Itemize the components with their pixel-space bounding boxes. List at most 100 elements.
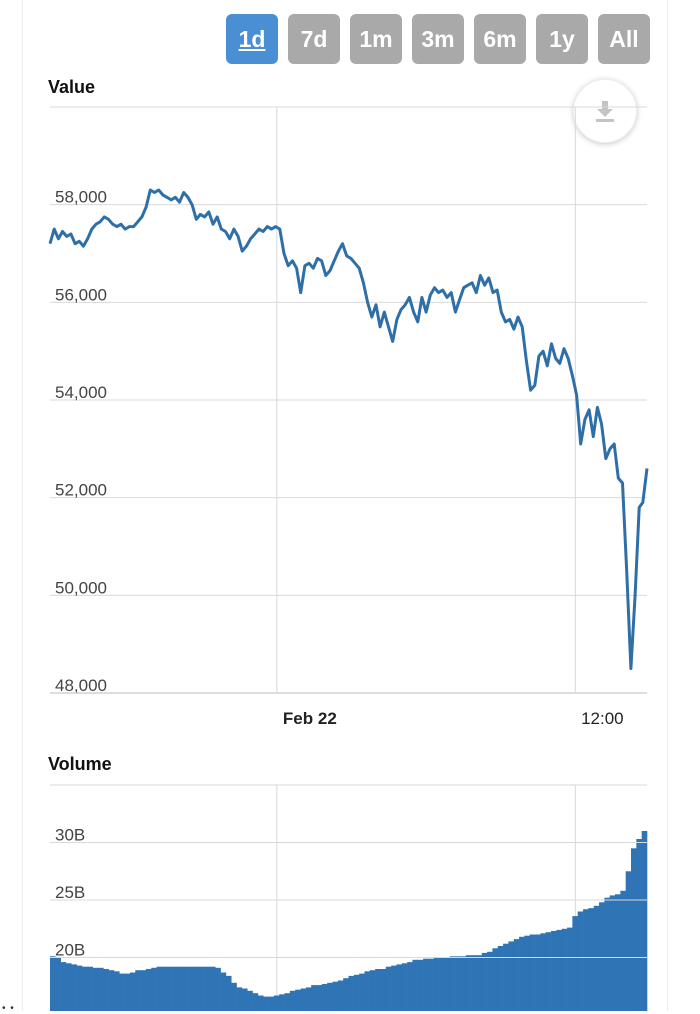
volume-chart: 20B 25B 30B	[50, 784, 648, 1011]
volume-bar	[204, 966, 211, 1011]
volume-bar	[156, 966, 163, 1011]
volume-bar	[401, 963, 408, 1011]
volume-bar	[476, 955, 483, 1011]
volume-bar	[135, 970, 141, 1011]
volume-bar	[423, 958, 429, 1011]
volume-bar	[460, 956, 467, 1011]
volume-bar	[604, 897, 610, 1011]
volume-bar	[193, 966, 200, 1011]
range-button-7d[interactable]: 7d	[288, 14, 340, 64]
volume-bar	[529, 934, 536, 1011]
volume-bar	[641, 831, 648, 1011]
volume-bar	[273, 995, 280, 1011]
volume-bar	[316, 985, 323, 1011]
volume-bar	[97, 967, 104, 1011]
volume-bar	[87, 966, 93, 1011]
volume-bar	[577, 911, 584, 1011]
volume-bar	[391, 965, 397, 1011]
volume-bar	[268, 996, 275, 1011]
corner-mark: • •	[2, 1003, 15, 1014]
range-button-1y[interactable]: 1y	[536, 14, 588, 64]
volume-y-tick-label: 20B	[55, 941, 85, 960]
volume-bar	[407, 962, 413, 1011]
volume-bar	[620, 890, 626, 1011]
volume-bar	[220, 972, 227, 1011]
volume-y-tick-label: 30B	[55, 826, 85, 845]
volume-bar	[167, 966, 173, 1011]
volume-bar	[151, 967, 157, 1011]
value-x-tick-label: 12:00	[581, 709, 624, 728]
volume-bar	[183, 966, 189, 1011]
volume-bar	[556, 929, 563, 1011]
volume-bar	[428, 958, 435, 1011]
volume-bar	[108, 970, 115, 1011]
volume-bar	[263, 996, 269, 1011]
value-y-tick-label: 56,000	[55, 285, 107, 304]
volume-bar	[236, 987, 243, 1011]
value-y-tick-label: 50,000	[55, 578, 107, 597]
volume-bar	[65, 963, 72, 1011]
volume-bar	[583, 909, 589, 1011]
value-x-tick-label: Feb 22	[283, 709, 337, 728]
value-chart: 48,000 50,000 52,000 54,000 56,000 58,000 Feb …	[48, 106, 649, 728]
volume-bar	[188, 966, 195, 1011]
download-button[interactable]	[573, 79, 637, 143]
volume-bar	[129, 972, 136, 1011]
volume-bar	[252, 993, 259, 1011]
volume-bar	[471, 955, 477, 1011]
volume-bar	[343, 978, 349, 1011]
range-button-6m[interactable]: 6m	[474, 14, 526, 64]
volume-bar	[497, 946, 504, 1011]
volume-bar	[119, 973, 125, 1011]
volume-bar	[172, 966, 179, 1011]
volume-bar	[60, 962, 67, 1011]
volume-bar	[50, 956, 56, 1011]
volume-bar	[257, 995, 264, 1011]
volume-bar	[433, 957, 440, 1011]
volume-bar	[353, 974, 360, 1011]
range-button-1d[interactable]: 1d	[226, 14, 278, 64]
volume-bar	[359, 973, 365, 1011]
volume-bar	[209, 966, 216, 1011]
volume-bar	[177, 966, 184, 1011]
volume-bar	[81, 966, 88, 1011]
volume-bar	[348, 975, 355, 1011]
volume-bar	[455, 956, 461, 1011]
volume-bar	[465, 955, 472, 1011]
volume-bar	[524, 935, 531, 1011]
volume-bar	[92, 967, 99, 1011]
volume-bar	[593, 905, 600, 1011]
volume-bar	[103, 969, 109, 1011]
volume-y-tick-label: 25B	[55, 883, 85, 902]
volume-chart-title: Volume	[48, 754, 112, 774]
volume-bar	[199, 966, 205, 1011]
volume-bar	[225, 975, 232, 1011]
volume-bar	[305, 987, 312, 1011]
volume-bar	[113, 971, 120, 1011]
range-button-1m[interactable]: 1m	[350, 14, 402, 64]
volume-bar	[321, 984, 328, 1011]
volume-bar	[55, 957, 61, 1011]
volume-bar	[364, 971, 371, 1011]
volume-bar	[615, 894, 621, 1011]
volume-bar	[231, 982, 237, 1011]
volume-bar	[76, 965, 83, 1011]
volume-bar	[561, 928, 568, 1011]
volume-bar	[636, 839, 642, 1011]
volume-bar	[247, 990, 253, 1011]
volume-bar	[513, 939, 520, 1011]
volume-bar	[503, 943, 509, 1011]
volume-bar	[519, 936, 525, 1011]
volume-bar	[375, 969, 381, 1011]
range-button-all[interactable]: All	[598, 14, 650, 64]
volume-bar	[300, 988, 307, 1011]
value-y-tick-label: 48,000	[55, 676, 107, 695]
volume-bar	[492, 948, 499, 1011]
volume-bar	[540, 933, 547, 1011]
volume-bar	[385, 966, 392, 1011]
volume-bar	[145, 969, 152, 1011]
range-button-3m[interactable]: 3m	[412, 14, 464, 64]
volume-bar	[369, 970, 376, 1011]
volume-bar	[311, 985, 317, 1011]
volume-bar	[279, 994, 285, 1011]
